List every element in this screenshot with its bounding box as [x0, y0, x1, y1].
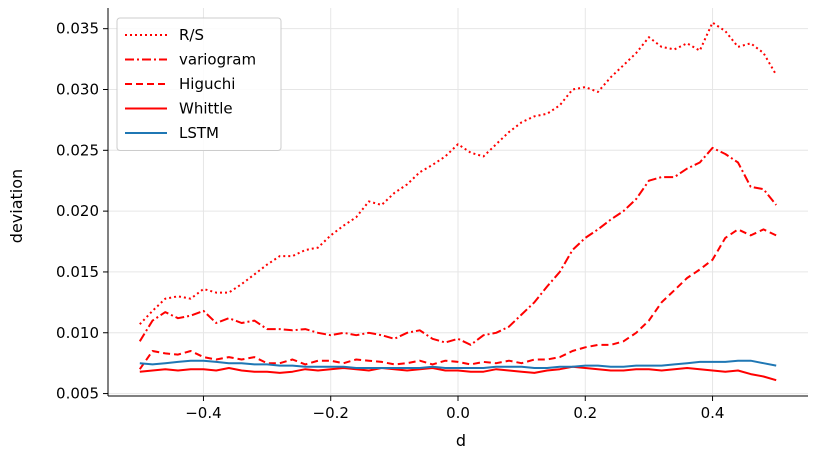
y-tick-label: 0.005	[56, 385, 99, 403]
legend-label: variogram	[179, 51, 256, 69]
legend-label: Higuchi	[179, 75, 235, 93]
legend: R/S variogram Higuchi Whittle LSTM	[116, 17, 282, 151]
legend-label: Whittle	[179, 100, 233, 118]
series-line-higuchi	[138, 228, 777, 370]
x-tick-label: 0.2	[573, 404, 597, 422]
y-tick-label: 0.010	[56, 324, 99, 342]
y-tick-label: 0.015	[56, 263, 99, 281]
x-tick-label: −0.4	[185, 404, 221, 422]
y-tick-label: 0.030	[56, 80, 99, 98]
legend-label: R/S	[179, 26, 204, 44]
y-tick-label: 0.020	[56, 202, 99, 220]
legend-label: LSTM	[179, 124, 219, 142]
legend-frame	[116, 17, 282, 151]
x-tick-label: 0.0	[446, 404, 470, 422]
x-axis-label: d	[456, 431, 466, 450]
x-tick-label: 0.4	[701, 404, 725, 422]
series-lines	[138, 21, 778, 382]
series-line-variogram	[138, 146, 777, 346]
y-axis-label: deviation	[7, 169, 26, 243]
series-line-lstm	[139, 359, 777, 369]
axes: −0.4 −0.2 0.0 0.2 0.4 0.005 0.010 0.015 0.020 0.0…	[56, 8, 808, 422]
y-tick-label: 0.025	[56, 141, 99, 159]
x-tick-label: −0.2	[313, 404, 349, 422]
y-tick-label: 0.035	[56, 20, 99, 38]
series-line-whittle	[139, 365, 777, 382]
series-line-r-s	[139, 21, 778, 325]
